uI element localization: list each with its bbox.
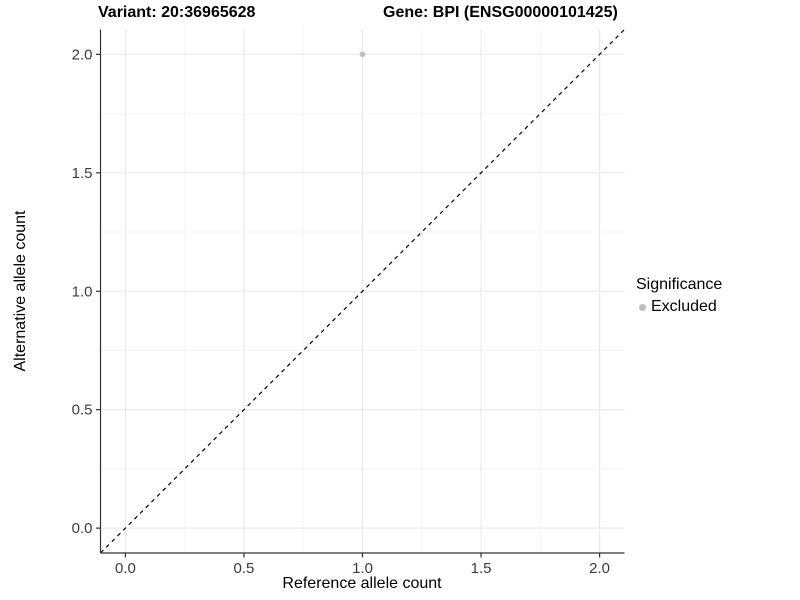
legend-title: Significance: [636, 276, 723, 293]
identity-dashed-line: [100, 29, 625, 554]
legend-point-icon: [639, 303, 646, 311]
x-tick-label: 1.5: [471, 560, 492, 577]
legend: Significance Excluded: [636, 276, 722, 316]
plot-title-gene: Gene: BPI (ENSG00000101425): [383, 4, 618, 21]
y-tick-label: 1.0: [72, 283, 93, 300]
x-tick-label: 0.0: [115, 560, 136, 577]
x-tick-label: 1.0: [352, 560, 373, 577]
x-tick-label: 0.5: [234, 560, 255, 577]
plot-title-variant: Variant: 20:36965628: [98, 4, 256, 21]
x-axis-title: Reference allele count: [282, 575, 442, 592]
data-point: [359, 51, 366, 58]
legend-item-excluded: Excluded: [636, 298, 722, 316]
x-tick-label: 2.0: [589, 560, 610, 577]
y-axis-title: Alternative allele count: [12, 210, 29, 372]
legend-item-label: Excluded: [651, 298, 717, 315]
y-tick-label: 1.5: [72, 165, 93, 182]
y-tick-label: 0.5: [72, 402, 93, 419]
y-tick-label: 0.0: [72, 520, 93, 537]
y-tick-label: 2.0: [72, 46, 93, 63]
